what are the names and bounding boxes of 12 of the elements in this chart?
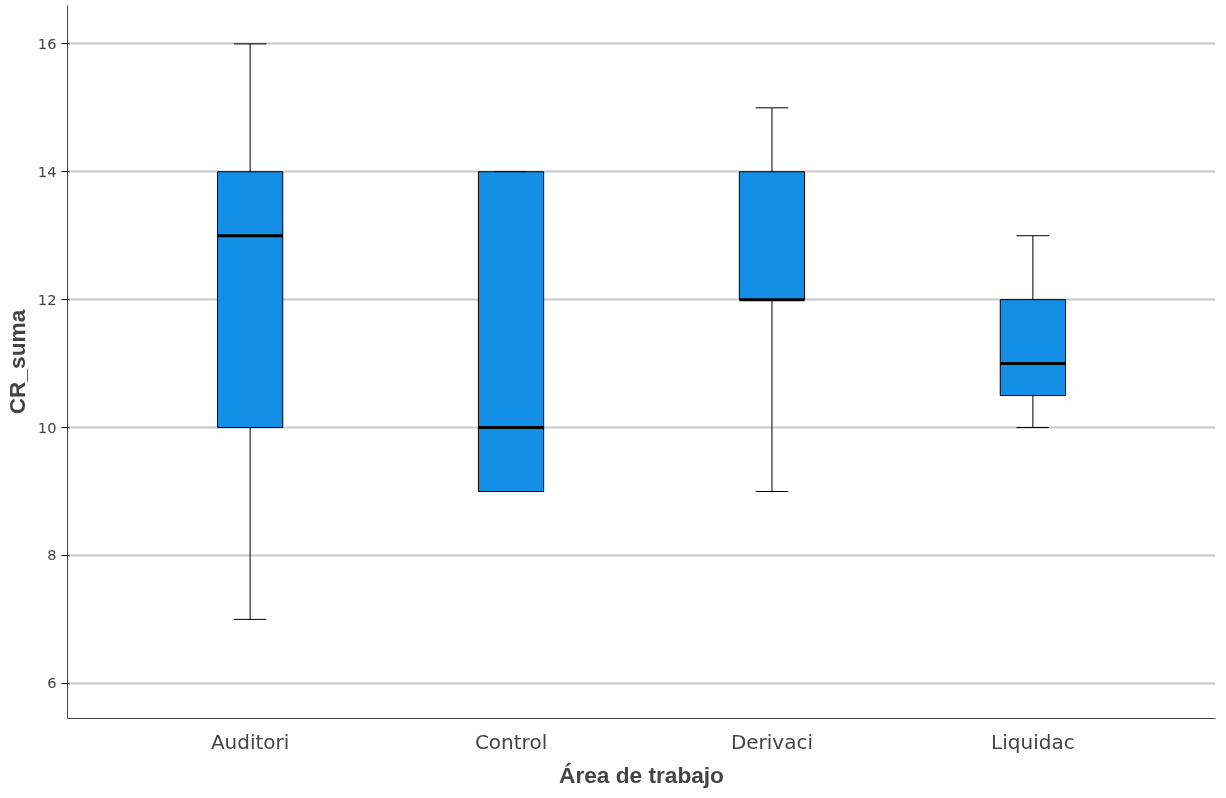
y-tick-label: 14 [37, 162, 57, 180]
y-tick-label: 8 [47, 546, 57, 564]
x-tick-label: Auditori [210, 729, 290, 754]
y-tick-label: 16 [37, 34, 57, 52]
x-tick-label: Liquidac [991, 729, 1075, 754]
y-tick-label: 6 [47, 674, 57, 692]
x-tick-label: Derivaci [730, 729, 814, 754]
x-tick-label: Control [474, 729, 548, 754]
y-axis-title: CR_suma [3, 309, 30, 415]
x-axis-title: Área de trabajo [559, 761, 724, 788]
y-tick-label: 10 [37, 418, 57, 436]
y-tick-label: 12 [37, 290, 57, 308]
